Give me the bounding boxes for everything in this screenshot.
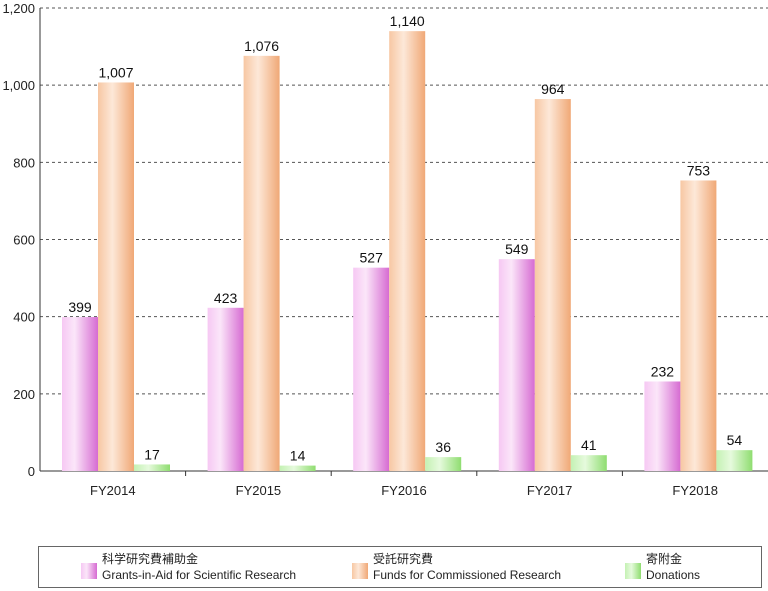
data-label: 1,140 [390,13,425,29]
data-label: 17 [144,446,160,462]
x-tick-label: FY2014 [90,483,136,498]
labels: 0 200 400 600 800 1,000 1,200 FY2014 399 1,007 17 F… [2,1,742,498]
legend-swatch-grants [81,563,97,579]
y-tick-label: 200 [13,387,35,402]
legend-label-jp: 寄附金 [646,552,683,566]
data-label: 41 [581,437,597,453]
data-label: 527 [360,250,384,266]
legend-swatch-commissioned [352,563,368,579]
bar [207,307,244,471]
data-label: 232 [651,363,675,379]
x-tick-label: FY2017 [527,483,573,498]
x-tick-label: FY2015 [236,483,282,498]
bar [644,381,681,471]
data-label: 549 [505,241,529,257]
bar [134,464,170,471]
legend-item-commissioned: 受託研究費 Funds for Commissioned Research [352,551,561,583]
bar [680,180,717,471]
bar [716,450,753,471]
legend-label-en: Grants-in-Aid for Scientific Research [102,568,297,582]
bar [498,259,535,471]
legend-label-en: Donations [646,568,701,582]
y-tick-label: 1,000 [2,78,35,93]
bar-chart: 0 200 400 600 800 1,000 1,200 FY2014 399 1,007 17 F… [2,1,768,498]
legend-item-grants: 科学研究費補助金 Grants-in-Aid for Scientific Re… [81,551,296,583]
data-label: 753 [687,162,711,178]
data-label: 36 [435,439,451,455]
y-tick-label: 1,200 [2,1,35,16]
data-label: 14 [290,448,306,464]
x-tick-label: FY2018 [672,483,718,498]
legend-label-jp: 受託研究費 [373,552,434,566]
bar [243,55,280,472]
y-tick-label: 0 [28,464,35,479]
bar [425,457,462,471]
legend: 科学研究費補助金 Grants-in-Aid for Scientific Re… [38,546,762,588]
bar [570,455,607,471]
y-tick-label: 400 [13,310,35,325]
bar [98,82,134,472]
bar [62,317,98,471]
y-tick-label: 800 [13,155,35,170]
legend-swatch-donations [625,563,641,579]
data-label: 54 [727,432,743,448]
x-tick-label: FY2016 [381,483,427,498]
bar [279,465,316,471]
legend-label-en: Funds for Commissioned Research [373,568,562,582]
data-label: 1,076 [244,38,279,54]
legend-item-donations: 寄附金 Donations [625,551,700,583]
legend-label-jp: 科学研究費補助金 [102,552,199,566]
data-label: 1,007 [98,64,133,80]
data-label: 964 [541,81,565,97]
data-label: 399 [68,299,92,315]
y-tick-label: 600 [13,233,35,248]
data-label: 423 [214,290,238,306]
bars [62,31,753,472]
bar [534,99,571,471]
bar [389,31,426,472]
bar [353,267,390,471]
